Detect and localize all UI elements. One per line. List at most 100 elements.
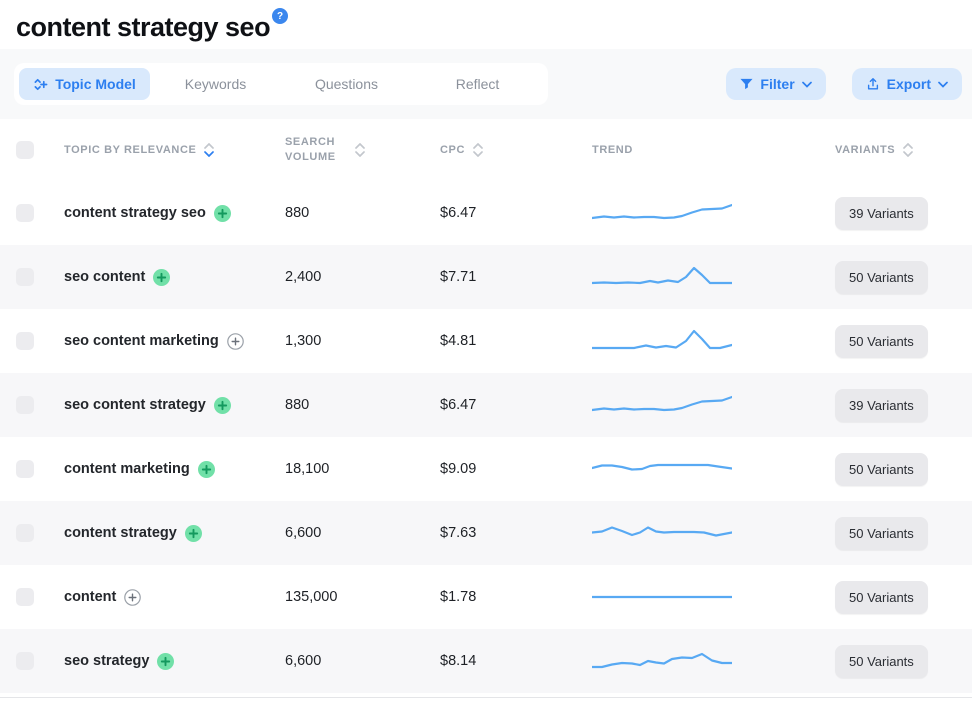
help-icon[interactable]: ? [272, 8, 289, 24]
add-keyword-icon[interactable] [124, 588, 142, 606]
cpc-value: $8.14 [440, 653, 477, 669]
search-volume-value: 6,600 [285, 653, 322, 669]
variants-button[interactable]: 50 Variants [835, 260, 928, 294]
tab-reflect[interactable]: Reflect [412, 68, 543, 100]
search-volume-value: 135,000 [285, 589, 338, 605]
keyword-label: content strategy [64, 525, 177, 541]
column-cpc-label: CPC [440, 144, 466, 156]
column-volume-label: Search Volume [285, 136, 336, 163]
add-keyword-icon[interactable] [226, 332, 244, 350]
chevron-down-icon [801, 81, 812, 88]
column-trend-label: Trend [592, 144, 633, 156]
keyword-label: seo content [64, 269, 146, 285]
chevron-down-icon [938, 81, 948, 88]
variants-button[interactable]: 39 Variants [835, 388, 928, 422]
keyword-label: content marketing [64, 461, 190, 477]
trend-sparkline [592, 266, 732, 285]
table-row: content strategy 6,600 $7.63 50 Variants [0, 501, 972, 565]
keyword-label: seo content strategy [64, 397, 206, 413]
add-keyword-icon[interactable] [157, 652, 175, 670]
cpc-value: $7.71 [440, 269, 477, 285]
tab-label: Reflect [455, 76, 500, 92]
search-volume-value: 18,100 [285, 461, 330, 477]
cpc-value: $4.81 [440, 333, 477, 349]
tab-label: Topic Model [55, 76, 136, 92]
cpc-value: $6.47 [440, 205, 477, 221]
tab-label: Keywords [184, 76, 247, 92]
trend-sparkline [592, 203, 732, 220]
export-button[interactable]: Export [851, 68, 962, 100]
search-volume-value: 880 [285, 397, 310, 413]
sort-icon-variants[interactable] [903, 143, 914, 157]
add-keyword-icon[interactable] [153, 268, 171, 286]
tab-topic-model[interactable]: Topic Model [19, 68, 150, 100]
row-checkbox[interactable] [16, 268, 34, 286]
page-title: content strategy seo [16, 12, 271, 42]
variants-button[interactable]: 39 Variants [835, 196, 928, 230]
search-volume-value: 1,300 [285, 333, 322, 349]
row-checkbox[interactable] [16, 332, 34, 350]
topic-model-icon [33, 77, 48, 92]
trend-sparkline [592, 526, 732, 537]
trend-sparkline [592, 395, 732, 412]
keyword-label: seo content marketing [64, 333, 219, 349]
cpc-value: $9.09 [440, 461, 477, 477]
column-variants-label: Variants [835, 144, 896, 156]
table-row: seo strategy 6,600 $8.14 50 Variants [0, 629, 972, 693]
keyword-label: content [64, 589, 117, 605]
table-row: seo content strategy 880 $6.47 39 Varian… [0, 373, 972, 437]
table-row: seo content marketing 1,300 $4.81 50 Var… [0, 309, 972, 373]
select-all-checkbox[interactable] [16, 141, 34, 159]
variants-button[interactable]: 50 Variants [835, 580, 928, 614]
export-label: Export [886, 76, 931, 92]
filter-button[interactable]: Filter [726, 68, 826, 100]
cpc-value: $7.63 [440, 525, 477, 541]
bottom-divider [0, 697, 972, 698]
table-row: seo content 2,400 $7.71 50 Variants [0, 245, 972, 309]
tab-questions[interactable]: Questions [281, 68, 412, 100]
tab-keywords[interactable]: Keywords [150, 68, 281, 100]
keywords-table: Topic by relevance Search Volume CPC [0, 119, 972, 698]
variants-button[interactable]: 50 Variants [835, 516, 928, 550]
table-row: content 135,000 $1.78 50 Variants [0, 565, 972, 629]
row-checkbox[interactable] [16, 652, 34, 670]
cpc-value: $1.78 [440, 589, 477, 605]
trend-sparkline [592, 329, 732, 350]
export-icon [866, 77, 880, 91]
add-keyword-icon[interactable] [213, 204, 231, 222]
column-topic-label: Topic by relevance [64, 144, 197, 156]
page-header: content strategy seo? [0, 0, 972, 43]
sort-icon-topic[interactable] [204, 143, 215, 157]
add-keyword-icon[interactable] [184, 524, 202, 542]
cpc-value: $6.47 [440, 397, 477, 413]
sort-icon-cpc[interactable] [473, 143, 483, 157]
row-checkbox[interactable] [16, 460, 34, 478]
toolbar-actions: Filter Export [726, 68, 962, 100]
row-checkbox[interactable] [16, 396, 34, 414]
table-body: content strategy seo 880 $6.47 39 Varian… [0, 181, 972, 693]
toolbar: Topic Model Keywords Questions Reflect F… [0, 49, 972, 119]
add-keyword-icon[interactable] [213, 396, 231, 414]
trend-sparkline [592, 652, 732, 669]
search-volume-value: 880 [285, 205, 310, 221]
add-keyword-icon[interactable] [197, 460, 215, 478]
search-volume-value: 2,400 [285, 269, 322, 285]
variants-button[interactable]: 50 Variants [835, 324, 928, 358]
table-header: Topic by relevance Search Volume CPC [0, 119, 972, 181]
sort-icon-volume[interactable] [355, 143, 365, 157]
variants-button[interactable]: 50 Variants [835, 452, 928, 486]
tab-label: Questions [314, 76, 379, 92]
row-checkbox[interactable] [16, 588, 34, 606]
row-checkbox[interactable] [16, 204, 34, 222]
filter-icon [740, 78, 753, 90]
variants-button[interactable]: 50 Variants [835, 644, 928, 678]
filter-label: Filter [760, 76, 795, 92]
search-volume-value: 6,600 [285, 525, 322, 541]
trend-sparkline [592, 463, 732, 471]
row-checkbox[interactable] [16, 524, 34, 542]
keyword-label: seo strategy [64, 653, 150, 669]
table-row: content strategy seo 880 $6.47 39 Varian… [0, 181, 972, 245]
trend-sparkline [592, 595, 732, 599]
keyword-label: content strategy seo [64, 205, 206, 221]
table-row: content marketing 18,100 $9.09 50 Varian… [0, 437, 972, 501]
